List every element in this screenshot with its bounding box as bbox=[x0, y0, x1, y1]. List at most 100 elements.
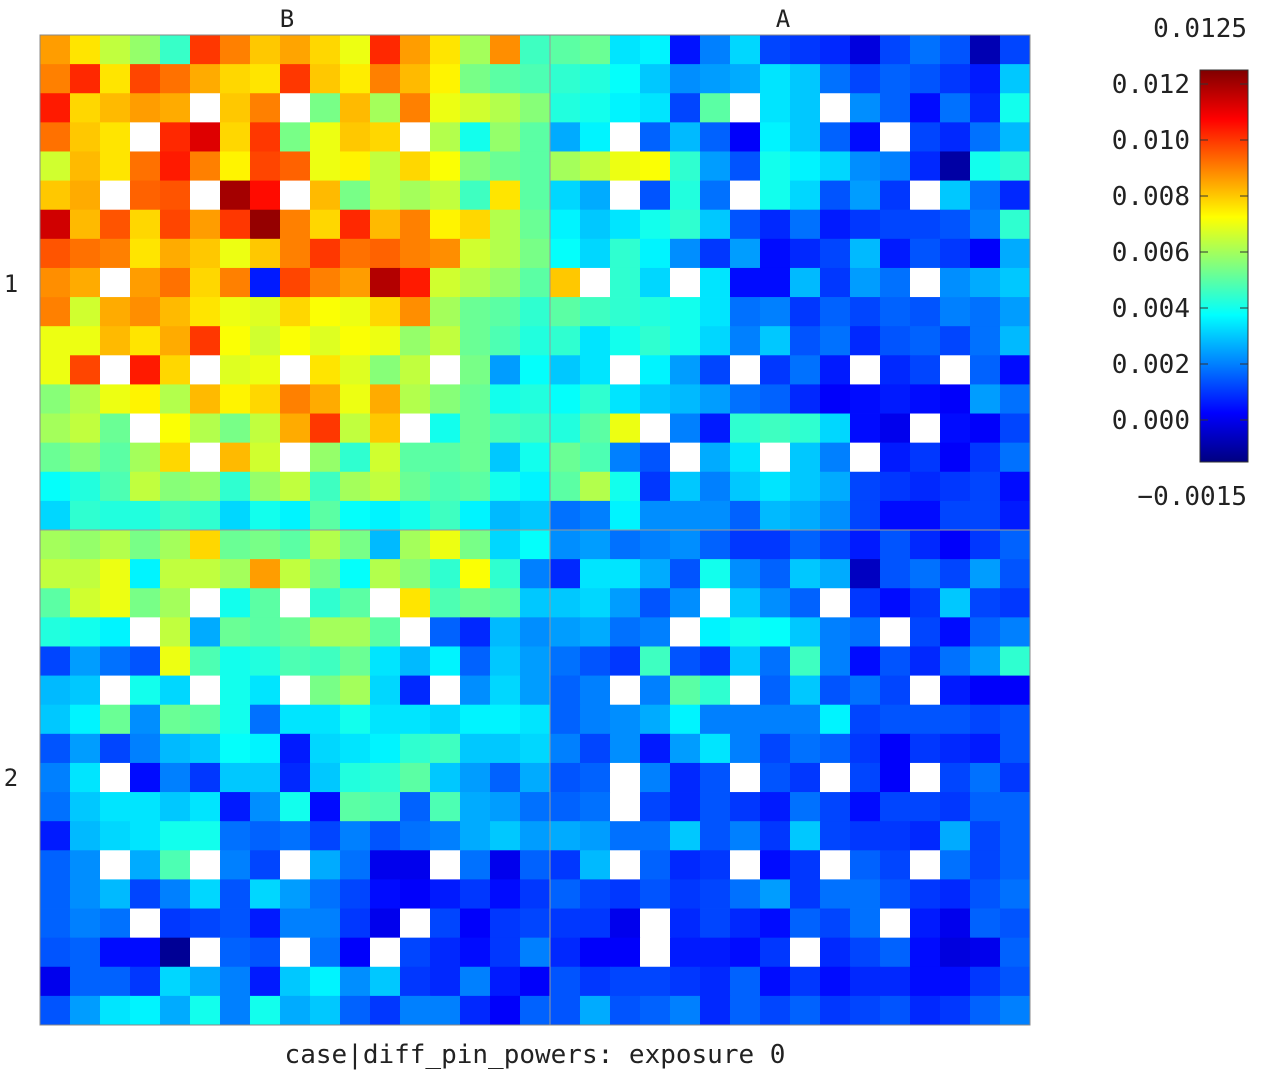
heatmap-cell bbox=[580, 93, 611, 123]
heatmap-cell bbox=[400, 675, 431, 706]
heatmap-cell bbox=[340, 995, 371, 1026]
heatmap-cell bbox=[850, 588, 881, 618]
heatmap-cell bbox=[880, 384, 911, 414]
heatmap-cell bbox=[520, 937, 551, 968]
heatmap-cell bbox=[940, 151, 971, 181]
heatmap-cell bbox=[700, 966, 731, 997]
heatmap-cell bbox=[970, 442, 1001, 473]
heatmap-cell bbox=[70, 821, 101, 851]
heatmap-cell bbox=[340, 617, 371, 647]
heatmap-cell bbox=[400, 326, 431, 356]
heatmap-cell bbox=[130, 733, 161, 764]
heatmap-cell bbox=[640, 850, 671, 880]
heatmap-cell bbox=[760, 180, 791, 211]
heatmap-cell bbox=[100, 617, 131, 647]
heatmap-cell bbox=[700, 267, 731, 298]
heatmap-cell bbox=[910, 762, 941, 793]
heatmap-cell bbox=[670, 209, 701, 240]
heatmap-cell bbox=[910, 908, 941, 939]
heatmap-cell bbox=[640, 762, 671, 793]
heatmap-cell bbox=[460, 879, 491, 909]
heatmap-cell bbox=[400, 733, 431, 764]
heatmap-cell bbox=[250, 267, 281, 298]
heatmap-cell bbox=[490, 559, 521, 589]
heatmap-cell bbox=[70, 122, 101, 152]
heatmap-cell bbox=[40, 850, 71, 880]
heatmap-cell bbox=[1000, 442, 1031, 473]
heatmap-cell bbox=[370, 588, 401, 618]
heatmap-cell bbox=[700, 850, 731, 880]
heatmap-cell bbox=[790, 93, 821, 123]
heatmap-cell bbox=[250, 442, 281, 473]
heatmap-cell bbox=[910, 879, 941, 909]
heatmap-cell bbox=[460, 530, 491, 560]
heatmap-cell bbox=[370, 937, 401, 968]
heatmap-cell bbox=[250, 675, 281, 706]
colorbar-ticks: 0.012 0.010 0.008 0.006 0.004 0.002 0.000 bbox=[1112, 70, 1248, 436]
heatmap-cell bbox=[730, 471, 761, 502]
heatmap-cell bbox=[520, 821, 551, 851]
heatmap-cell bbox=[940, 995, 971, 1026]
heatmap-cell bbox=[100, 297, 131, 327]
heatmap-cell bbox=[130, 908, 161, 939]
heatmap-cell bbox=[40, 35, 71, 65]
heatmap-cell bbox=[130, 151, 161, 181]
heatmap-cell bbox=[670, 792, 701, 822]
heatmap-cell bbox=[70, 995, 101, 1026]
heatmap-cell bbox=[940, 209, 971, 240]
heatmap-cell bbox=[550, 617, 581, 647]
heatmap-cell bbox=[40, 64, 71, 94]
heatmap-cell bbox=[160, 297, 191, 327]
heatmap-cell bbox=[730, 675, 761, 706]
heatmap-cell bbox=[640, 35, 671, 65]
heatmap-cell bbox=[520, 559, 551, 589]
heatmap-cell bbox=[70, 35, 101, 65]
heatmap-cell bbox=[430, 471, 461, 502]
heatmap-cell bbox=[310, 500, 341, 531]
heatmap-cell bbox=[220, 35, 251, 65]
heatmap-cell bbox=[550, 238, 581, 269]
heatmap-cell bbox=[70, 442, 101, 473]
colorbar-tick-label: 0.010 bbox=[1112, 126, 1190, 156]
heatmap-cell bbox=[370, 646, 401, 676]
heatmap-cell bbox=[910, 35, 941, 65]
heatmap-cell bbox=[700, 326, 731, 356]
heatmap-cell bbox=[850, 64, 881, 94]
heatmap-cell bbox=[670, 442, 701, 473]
heatmap-cell bbox=[400, 238, 431, 269]
heatmap-cell bbox=[130, 850, 161, 880]
heatmap-cell bbox=[340, 704, 371, 735]
heatmap-cell bbox=[610, 180, 641, 211]
heatmap-cell bbox=[160, 384, 191, 414]
heatmap-cell bbox=[370, 442, 401, 473]
heatmap-cell bbox=[580, 850, 611, 880]
heatmap-cell bbox=[280, 966, 311, 997]
heatmap-cell bbox=[250, 821, 281, 851]
heatmap-cell bbox=[670, 471, 701, 502]
heatmap-cell bbox=[190, 617, 221, 647]
heatmap-cell bbox=[160, 530, 191, 560]
heatmap-cell bbox=[1000, 326, 1031, 356]
heatmap-cell bbox=[850, 559, 881, 589]
heatmap-cell bbox=[460, 209, 491, 240]
heatmap-cell bbox=[130, 559, 161, 589]
heatmap-cell bbox=[790, 413, 821, 444]
heatmap-cell bbox=[250, 646, 281, 676]
heatmap-cell bbox=[310, 762, 341, 793]
heatmap-cell bbox=[400, 355, 431, 385]
heatmap-cell bbox=[70, 792, 101, 822]
heatmap-cell bbox=[340, 879, 371, 909]
heatmap-cell bbox=[460, 471, 491, 502]
heatmap-cell bbox=[700, 646, 731, 676]
heatmap-cell bbox=[640, 384, 671, 414]
heatmap-cell bbox=[850, 297, 881, 327]
heatmap-cell bbox=[340, 792, 371, 822]
heatmap-cell bbox=[400, 792, 431, 822]
heatmap-cell bbox=[940, 559, 971, 589]
heatmap-cell bbox=[520, 471, 551, 502]
heatmap-cell bbox=[400, 180, 431, 211]
heatmap-cell bbox=[820, 326, 851, 356]
heatmap-cell bbox=[220, 588, 251, 618]
heatmap-cell bbox=[130, 966, 161, 997]
heatmap-cell bbox=[760, 151, 791, 181]
